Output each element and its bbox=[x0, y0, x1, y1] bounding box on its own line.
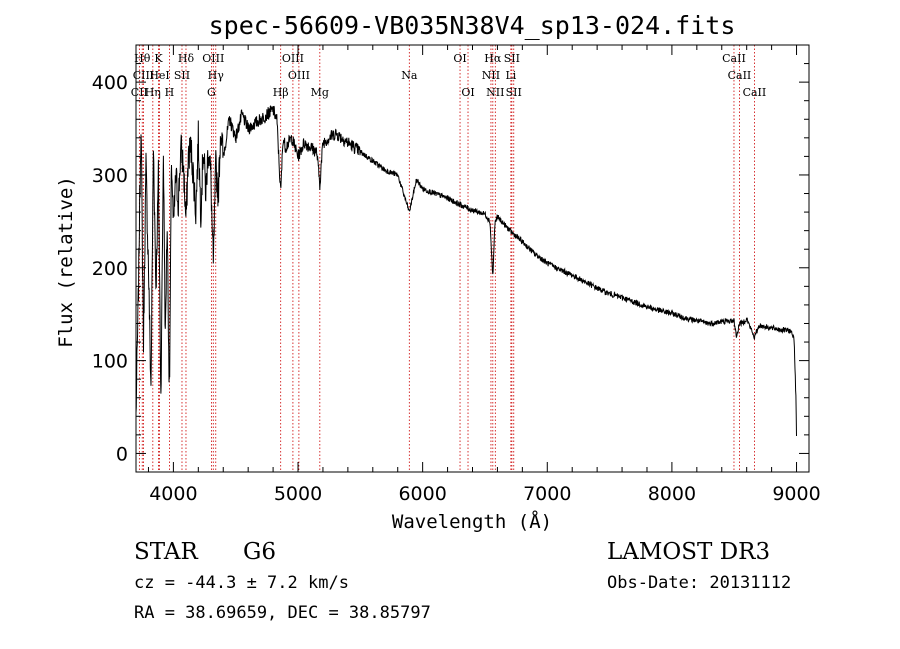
line-label-21: NII bbox=[486, 86, 504, 99]
line-label-6: H bbox=[165, 86, 175, 99]
line-label-24: SII bbox=[506, 86, 522, 99]
x-axis-label: Wavelength (Å) bbox=[392, 510, 552, 533]
line-label-15: Mg bbox=[311, 86, 329, 99]
line-label-7: SII bbox=[174, 69, 190, 82]
survey-name: LAMOST DR3 bbox=[607, 539, 771, 565]
line-label-20: NII bbox=[482, 69, 500, 82]
redshift-velocity: cz = -44.3 ± 7.2 km/s bbox=[134, 573, 349, 593]
line-label-23: Li bbox=[505, 69, 516, 82]
x-tick-label-3: 7000 bbox=[523, 483, 571, 505]
line-markers bbox=[138, 45, 755, 472]
x-tick-label-1: 5000 bbox=[274, 483, 322, 505]
x-tick-label-0: 4000 bbox=[149, 483, 197, 505]
observation-date: Obs-Date: 20131112 bbox=[607, 573, 792, 593]
line-label-22: SII bbox=[504, 52, 520, 65]
spectrum-chart: spec-56609-VB035N38V4_sp13-024.fits CIIH… bbox=[55, 11, 821, 533]
line-label-18: OI bbox=[461, 86, 474, 99]
line-label-25: CaII bbox=[722, 52, 746, 65]
x-tick-label-2: 6000 bbox=[398, 483, 446, 505]
chart-title: spec-56609-VB035N38V4_sp13-024.fits bbox=[209, 11, 736, 40]
y-tick-label-4: 400 bbox=[92, 72, 128, 94]
line-label-8: Hδ bbox=[178, 52, 195, 65]
y-tick-label-2: 200 bbox=[92, 258, 128, 280]
line-label-4: K bbox=[154, 52, 163, 65]
y-tick-label-0: 0 bbox=[116, 443, 128, 465]
object-subclass: G6 bbox=[243, 539, 277, 565]
line-label-2: CIII bbox=[133, 69, 154, 82]
line-label-19: Hα bbox=[484, 52, 502, 65]
y-tick-label-3: 300 bbox=[92, 165, 128, 187]
y-axis-label: Flux (relative) bbox=[55, 176, 77, 348]
y-tick-label-1: 100 bbox=[92, 351, 128, 373]
line-label-5: HeI bbox=[149, 69, 169, 82]
line-label-0: CII bbox=[131, 86, 148, 99]
line-label-26: CaII bbox=[728, 69, 752, 82]
spectrum-line bbox=[135, 105, 797, 437]
line-label-1: Hθ bbox=[134, 52, 151, 65]
plot-frame bbox=[135, 44, 810, 473]
x-axis: 4000 5000 6000 7000 8000 9000 bbox=[147, 45, 821, 505]
coordinates: RA = 38.69659, DEC = 38.85797 bbox=[134, 603, 431, 623]
y-axis: 0 100 200 300 400 bbox=[92, 44, 809, 473]
line-label-10: Hγ bbox=[208, 69, 225, 82]
line-label-3: Hη bbox=[145, 86, 161, 99]
object-class: STAR bbox=[134, 539, 198, 565]
line-label-14: OIII bbox=[288, 69, 310, 82]
line-label-9: OIII bbox=[202, 52, 224, 65]
line-label-13: OIII bbox=[282, 52, 304, 65]
x-tick-label-4: 8000 bbox=[648, 483, 696, 505]
line-label-11: G bbox=[207, 86, 216, 99]
line-label-16: Na bbox=[401, 69, 418, 82]
x-tick-label-5: 9000 bbox=[772, 483, 820, 505]
line-label-12: Hβ bbox=[273, 86, 289, 99]
line-label-17: OI bbox=[453, 52, 466, 65]
line-label-27: CaII bbox=[743, 86, 767, 99]
